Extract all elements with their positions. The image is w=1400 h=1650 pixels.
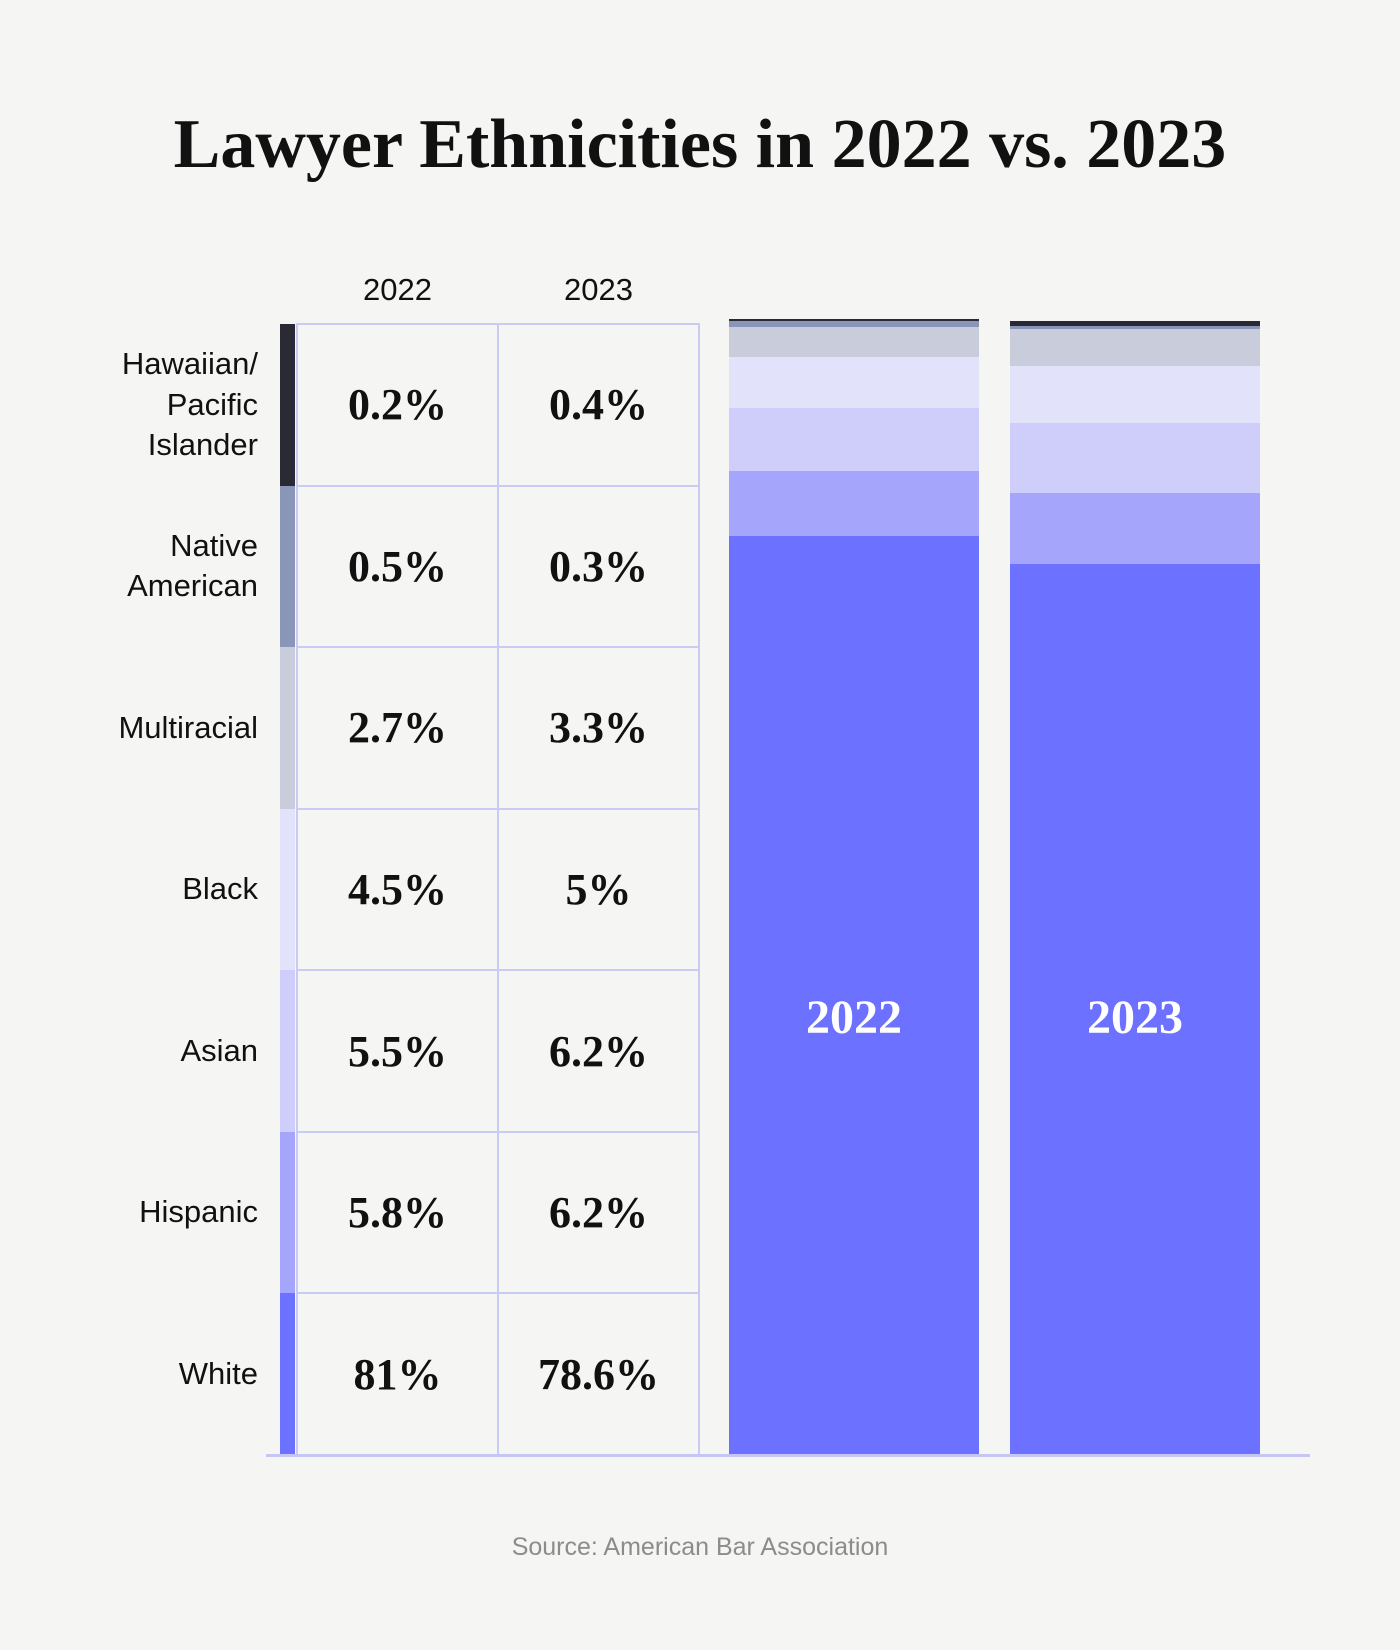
legend-swatch — [280, 1131, 295, 1294]
bar-segment — [729, 326, 979, 358]
table-cell: 5.8% — [296, 1130, 499, 1295]
legend-swatch — [280, 1293, 295, 1455]
row-label: Black — [182, 871, 258, 907]
bar-segment — [729, 357, 979, 409]
legend-swatch — [280, 808, 295, 971]
table-cell: 0.5% — [296, 484, 499, 649]
legend-swatch — [280, 485, 295, 648]
baseline — [266, 1454, 1310, 1457]
legend-swatch — [280, 324, 295, 486]
row-label: Native American — [127, 528, 258, 604]
bar-label: 2023 — [1087, 991, 1183, 1044]
bar-segment — [1010, 366, 1260, 424]
table-cell: 4.5% — [296, 807, 499, 972]
legend-swatch — [280, 647, 295, 809]
row-label: Multiracial — [118, 709, 258, 745]
bar-segment — [1010, 493, 1260, 564]
table-cell: 3.3% — [497, 646, 700, 810]
bar-segment — [1010, 563, 1260, 1455]
table-cell: 0.4% — [497, 323, 700, 487]
row-label: Asian — [180, 1032, 258, 1068]
bar-segment — [729, 408, 979, 471]
table-cell: 78.6% — [497, 1292, 700, 1456]
table-cell: 5.5% — [296, 969, 499, 1133]
bar-segment — [729, 536, 979, 1455]
chart-title: Lawyer Ethnicities in 2022 vs. 2023 — [173, 106, 1227, 183]
bar-segment — [729, 321, 979, 327]
table-cell: 2.7% — [296, 646, 499, 810]
bar-segment — [1010, 423, 1260, 494]
legend-swatch — [280, 970, 295, 1132]
bar-segment — [1010, 325, 1260, 329]
row-label: Hispanic — [139, 1194, 258, 1230]
bar-segment — [729, 470, 979, 537]
row-label: White — [178, 1356, 258, 1392]
bar-label: 2022 — [806, 991, 902, 1044]
column-header: 2023 — [564, 272, 633, 307]
table-cell: 0.2% — [296, 323, 499, 487]
table-cell: 5% — [497, 807, 700, 972]
table-cell: 0.3% — [497, 484, 700, 649]
column-header: 2022 — [363, 272, 432, 307]
bar-segment — [1010, 328, 1260, 367]
bar-segment — [729, 318, 979, 321]
table-cell: 6.2% — [497, 969, 700, 1133]
bar-segment — [1010, 321, 1260, 326]
source-note: Source: American Bar Association — [511, 1533, 889, 1561]
table-cell: 6.2% — [497, 1130, 700, 1295]
table-cell: 81% — [296, 1292, 499, 1456]
row-label: Hawaiian/ Pacific Islander — [121, 346, 258, 462]
